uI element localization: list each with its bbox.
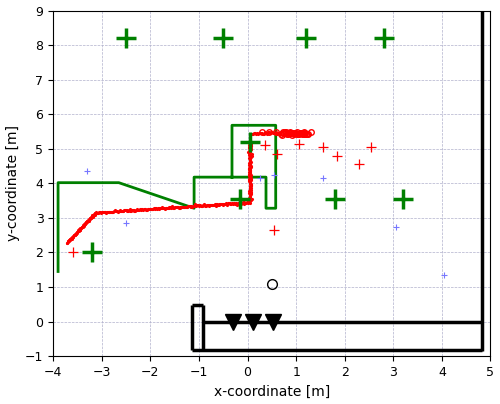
Y-axis label: y-coordinate [m]: y-coordinate [m] xyxy=(6,125,20,241)
X-axis label: x-coordinate [m]: x-coordinate [m] xyxy=(214,385,330,398)
